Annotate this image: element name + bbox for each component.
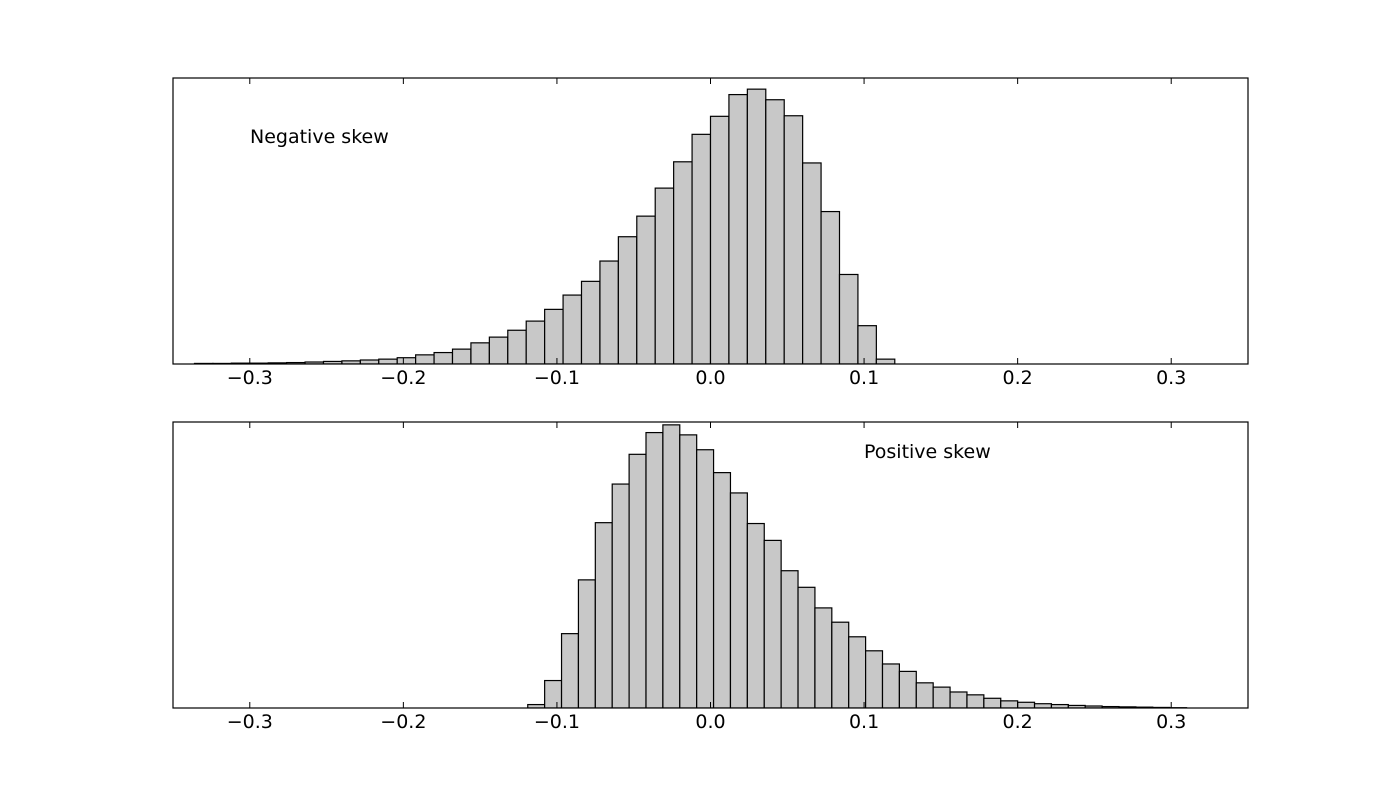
positive-skew-bar xyxy=(696,449,715,708)
negative-skew-x-tick-label: 0.0 xyxy=(695,367,725,389)
negative-skew-bar xyxy=(746,88,767,364)
positive-skew-bar xyxy=(560,633,580,708)
positive-skew-bar xyxy=(1017,701,1036,708)
negative-skew-bar xyxy=(378,358,398,364)
positive-skew-bar xyxy=(949,691,968,708)
negative-skew-bar xyxy=(433,351,454,364)
positive-skew-bar xyxy=(577,579,596,708)
positive-skew-bar xyxy=(594,522,613,708)
positive-skew-bar xyxy=(915,682,934,708)
positive-skew-bars xyxy=(527,424,1188,708)
positive-skew-bar xyxy=(712,472,732,708)
positive-skew-bar xyxy=(780,570,799,708)
positive-skew-x-ticks: −0.3 −0.2 −0.1 0.0 0.1 0.2 0.3 xyxy=(227,422,1186,733)
negative-skew-bar xyxy=(451,348,472,364)
positive-skew-bar xyxy=(544,679,563,708)
negative-skew-bar xyxy=(654,187,675,364)
negative-skew-x-tick-label: −0.1 xyxy=(534,367,580,389)
positive-skew-x-tick-label: −0.3 xyxy=(227,711,273,733)
positive-skew-x-tick-label: 0.2 xyxy=(1003,711,1033,733)
negative-skew-bars xyxy=(193,88,896,364)
positive-skew-x-tick-label: −0.2 xyxy=(380,711,426,733)
negative-skew-bar xyxy=(470,342,490,364)
negative-skew-x-tick-label: 0.2 xyxy=(1003,367,1033,389)
positive-skew-bar xyxy=(898,670,917,708)
positive-skew-bar xyxy=(763,539,782,708)
negative-skew-x-tick-label: 0.3 xyxy=(1156,367,1186,389)
positive-skew-x-tick-label: −0.1 xyxy=(534,711,580,733)
negative-skew-bar xyxy=(857,325,877,364)
negative-skew-bar xyxy=(636,215,656,364)
positive-skew-bar xyxy=(679,434,698,708)
negative-skew-bar xyxy=(525,320,546,364)
negative-skew-bar xyxy=(396,357,417,364)
positive-skew-bar xyxy=(797,586,816,708)
negative-skew-x-tick-label: 0.1 xyxy=(849,367,879,389)
negative-skew-bar xyxy=(580,280,601,364)
negative-skew-annotation: Negative skew xyxy=(250,126,389,148)
positive-skew-bar xyxy=(831,621,850,708)
negative-skew-bar xyxy=(820,210,841,364)
positive-skew-bar xyxy=(746,522,765,708)
positive-skew-panel: −0.3 −0.2 −0.1 0.0 0.1 0.2 0.3 Positive skew xyxy=(172,421,1249,733)
positive-skew-bar xyxy=(848,636,867,708)
negative-skew-bar xyxy=(673,161,693,364)
negative-skew-bar xyxy=(488,336,509,364)
negative-skew-bar xyxy=(617,236,638,364)
negative-skew-bar xyxy=(802,162,822,364)
negative-skew-panel: −0.3 −0.2 −0.1 0.0 0.1 0.2 0.3 Negative skew xyxy=(172,77,1249,389)
positive-skew-bar xyxy=(645,431,664,708)
positive-skew-x-tick-label: 0.3 xyxy=(1156,711,1186,733)
negative-skew-bar xyxy=(875,358,896,364)
negative-skew-bar xyxy=(838,273,859,364)
positive-skew-x-tick-label: 0.0 xyxy=(695,711,725,733)
negative-skew-x-ticks: −0.3 −0.2 −0.1 0.0 0.1 0.2 0.3 xyxy=(227,78,1186,389)
positive-skew-bar xyxy=(662,424,681,708)
negative-skew-x-tick-label: −0.2 xyxy=(380,367,426,389)
positive-skew-bar xyxy=(1000,700,1019,708)
positive-skew-bar xyxy=(932,686,951,708)
positive-skew-x-tick-label: 0.1 xyxy=(849,711,879,733)
negative-skew-bar xyxy=(544,308,564,364)
negative-skew-bar xyxy=(691,133,712,364)
negative-skew-bar xyxy=(765,99,785,364)
negative-skew-bar xyxy=(415,354,435,364)
positive-skew-bar xyxy=(983,697,1002,708)
negative-skew-bar xyxy=(599,260,619,364)
positive-skew-bar xyxy=(865,650,884,708)
positive-skew-bar xyxy=(729,492,748,708)
positive-skew-bar xyxy=(814,607,833,708)
positive-skew-bar xyxy=(881,663,900,708)
negative-skew-bar xyxy=(507,329,527,364)
negative-skew-x-tick-label: −0.3 xyxy=(227,367,273,389)
positive-skew-bar xyxy=(966,694,985,708)
positive-skew-bar xyxy=(611,483,630,708)
negative-skew-bar xyxy=(783,115,804,364)
positive-skew-bar xyxy=(628,453,647,708)
negative-skew-bar xyxy=(728,93,748,364)
positive-skew-annotation: Positive skew xyxy=(864,441,991,463)
negative-skew-bar xyxy=(562,294,583,364)
negative-skew-bar xyxy=(709,115,730,364)
positive-skew-bar xyxy=(1033,703,1053,708)
